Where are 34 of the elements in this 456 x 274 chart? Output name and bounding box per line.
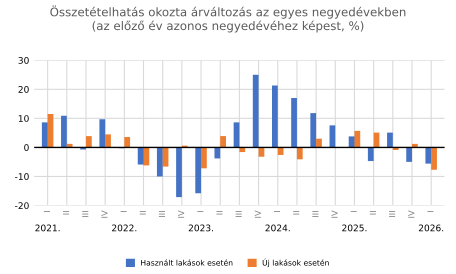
x-tick-label: I bbox=[274, 211, 280, 212]
y-tick-label: 30 bbox=[18, 57, 29, 64]
chart-title: Összetételhatás okozta árváltozás az egyes negyedévekben (az előző év azonos negyedévéhez képest, %) bbox=[50, 5, 406, 32]
x-tick-label: III bbox=[312, 211, 318, 217]
x-tick-label: II bbox=[216, 211, 223, 214]
x-tick-label: II bbox=[293, 211, 300, 214]
x-tick-label: II bbox=[140, 211, 146, 214]
y-tick-label: -20 bbox=[15, 202, 29, 210]
text: 2026. bbox=[418, 224, 444, 232]
x-tick-label: I bbox=[427, 211, 434, 212]
x-tick-label: I bbox=[44, 211, 50, 212]
text: 2023. bbox=[188, 224, 213, 232]
x-tick-label: III bbox=[389, 211, 396, 217]
x-tick-label: III bbox=[158, 211, 165, 217]
text: 2024. bbox=[265, 224, 290, 232]
text: 2021. bbox=[35, 224, 60, 232]
x-tick-label: I bbox=[120, 211, 127, 212]
y-tick-label: 10 bbox=[18, 115, 29, 122]
x-tick-label: I bbox=[350, 211, 357, 212]
x-tick-label: I bbox=[197, 211, 204, 212]
text: 2022. bbox=[112, 224, 136, 232]
text: 2025. bbox=[342, 224, 366, 232]
x-tick-label: IV bbox=[332, 210, 338, 218]
x-tick-label: II bbox=[370, 211, 376, 214]
y-tick-label: 20 bbox=[18, 86, 29, 93]
x-tick-label: II bbox=[63, 211, 70, 214]
x-tick-label: IV bbox=[178, 210, 184, 218]
y-tick-label: 0 bbox=[24, 144, 29, 151]
y-tick-label: -10 bbox=[15, 173, 29, 180]
x-tick-label: III bbox=[82, 211, 88, 217]
x-tick-label: IV bbox=[101, 210, 108, 218]
x-tick-label: III bbox=[236, 211, 242, 217]
x-tick-label: IV bbox=[408, 210, 414, 218]
x-tick-label: IV bbox=[254, 210, 261, 218]
